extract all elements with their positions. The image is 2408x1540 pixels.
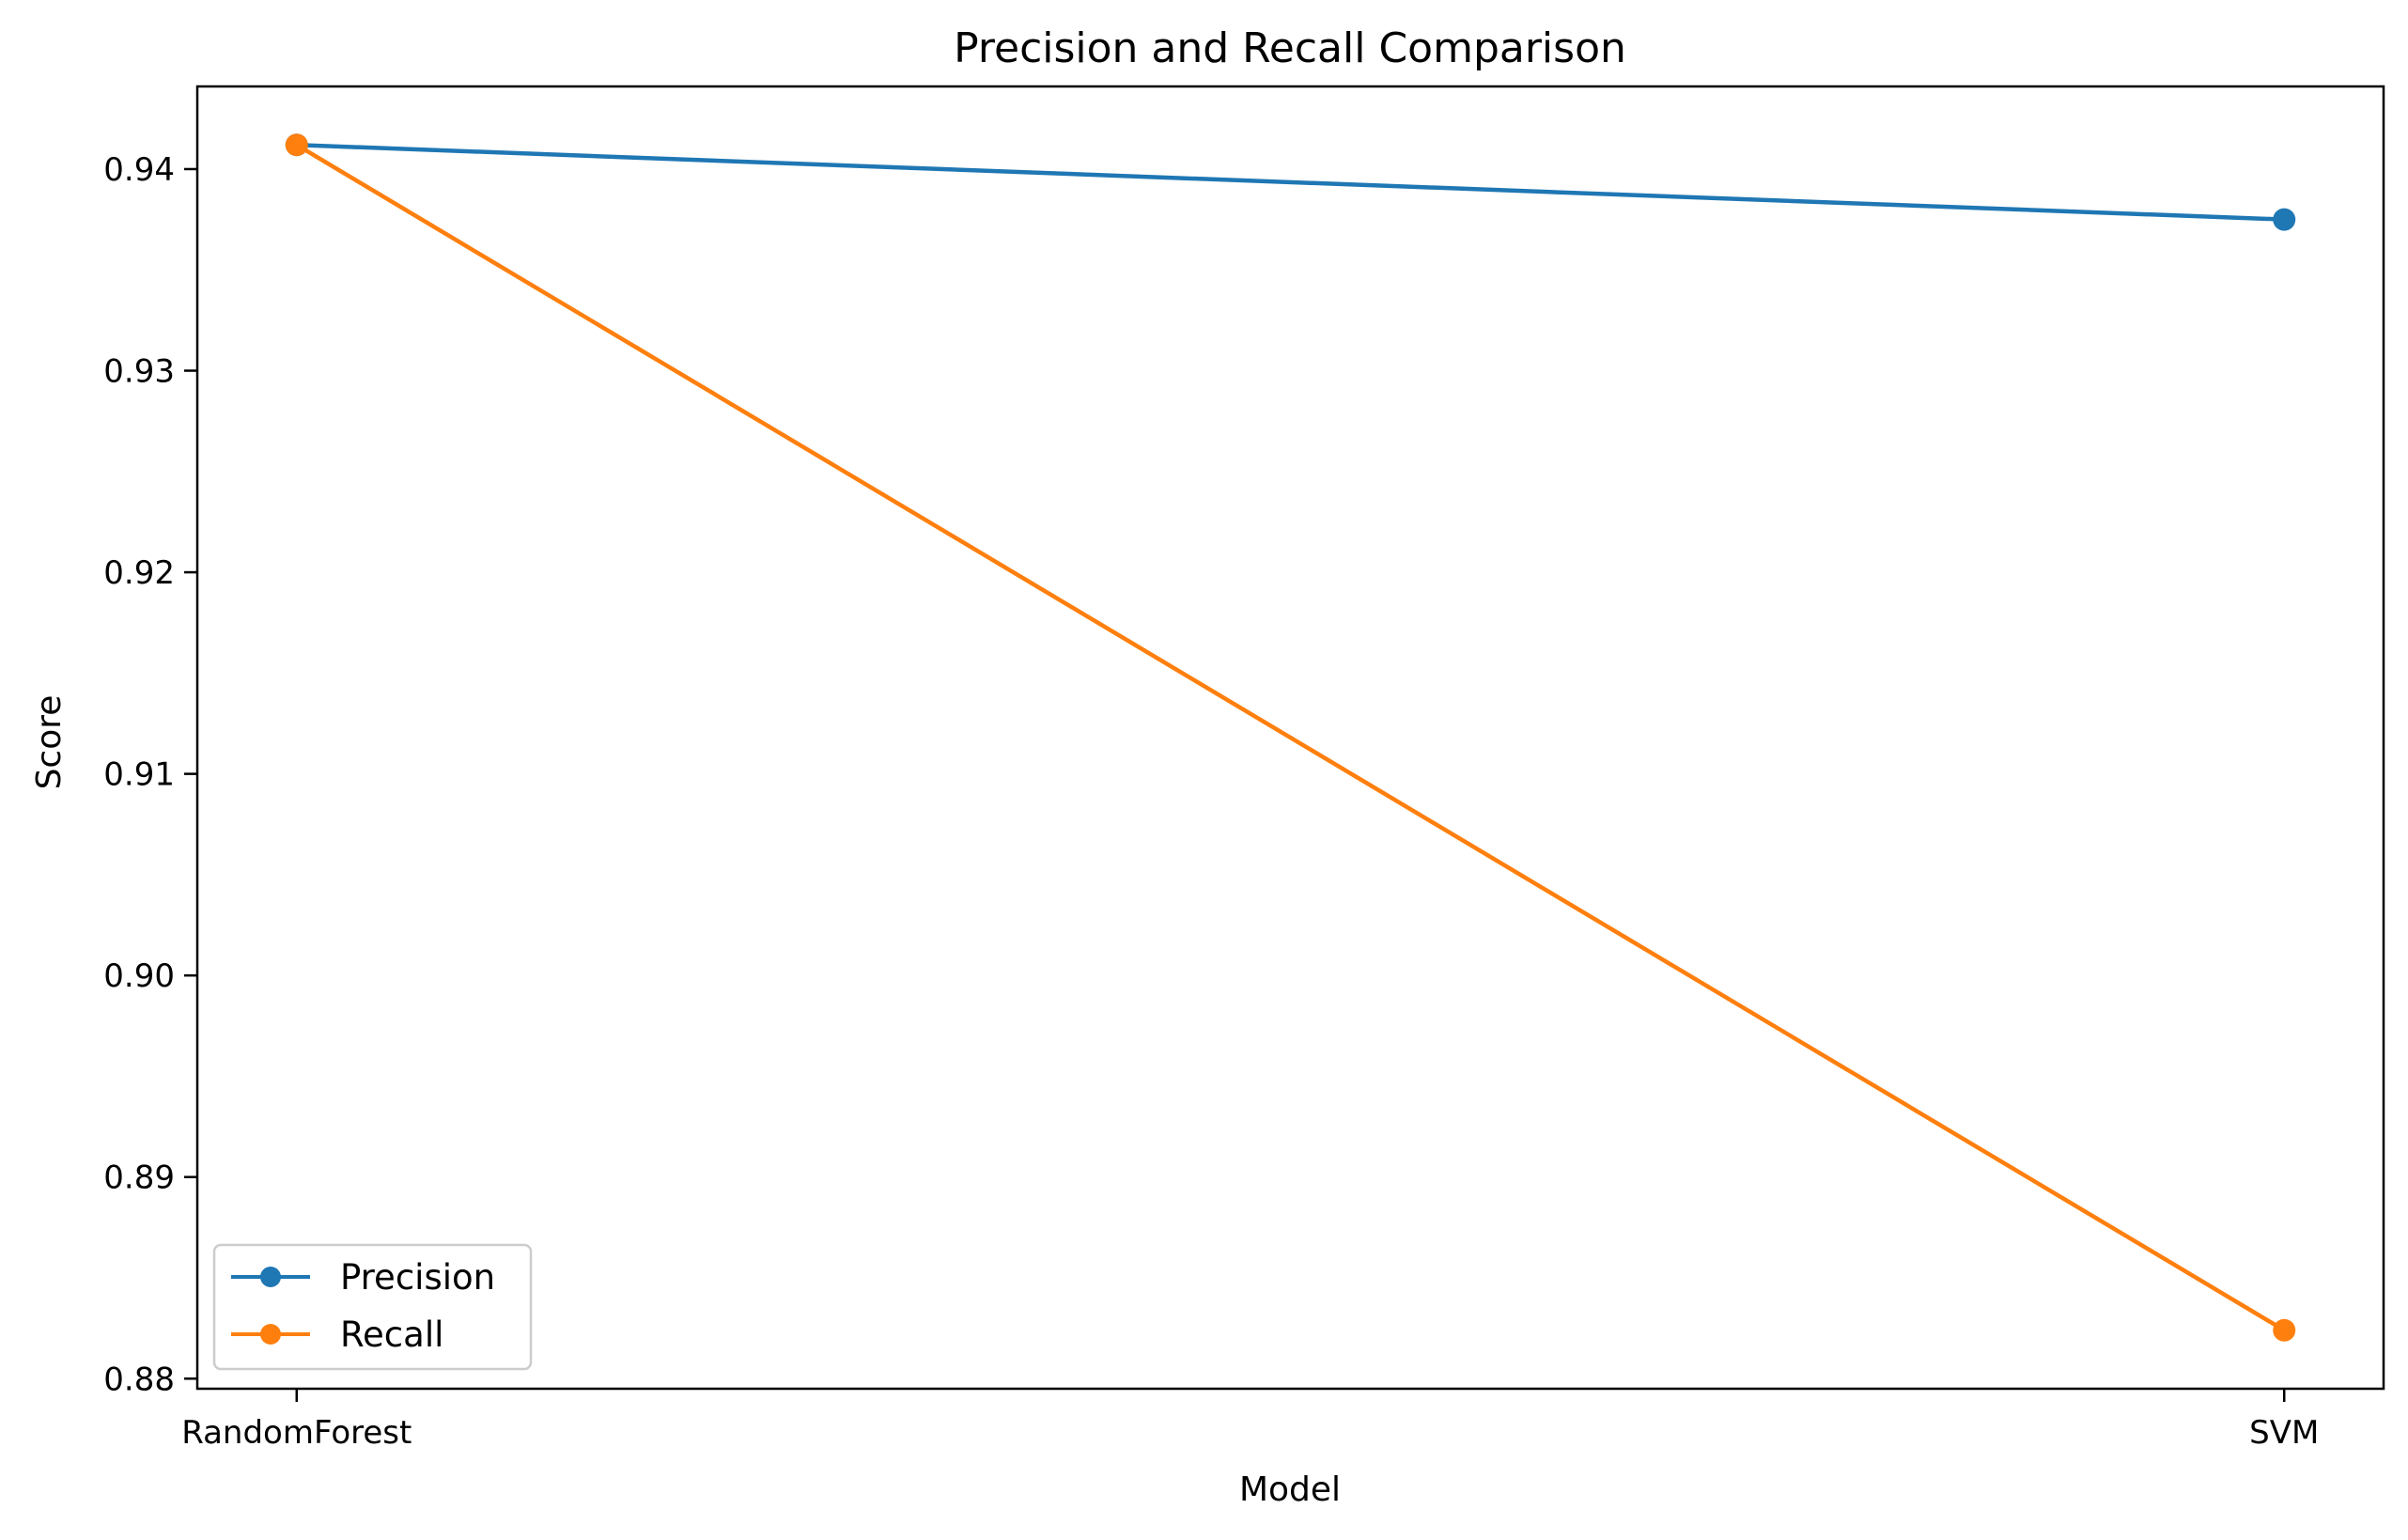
series-layer (285, 133, 2296, 1342)
legend-item-recall: Recall (231, 1314, 443, 1355)
data-point-recall (2273, 1318, 2296, 1342)
data-point-recall (285, 133, 308, 157)
y-tick-label: 0.92 (103, 554, 175, 592)
chart-title: Precision and Recall Comparison (954, 24, 1626, 72)
plot-area-frame (195, 85, 2385, 1391)
x-axis: RandomForest SVM (181, 1389, 2319, 1452)
legend-marker-precision (260, 1267, 281, 1287)
y-tick-label: 0.91 (103, 756, 175, 794)
x-axis-label: Model (1239, 1470, 1341, 1509)
legend-label-recall: Recall (340, 1314, 443, 1355)
legend-item-precision: Precision (231, 1257, 495, 1298)
y-tick-label: 0.88 (103, 1361, 175, 1398)
legend-marker-recall (260, 1324, 281, 1345)
y-axis-label: Score (30, 695, 69, 790)
y-tick-label: 0.93 (103, 353, 175, 391)
legend: Precision Recall (212, 1243, 533, 1371)
x-tick-label: RandomForest (181, 1414, 412, 1452)
y-tick-label: 0.90 (103, 957, 175, 995)
y-tick-label: 0.94 (103, 151, 175, 189)
legend-label-precision: Precision (340, 1257, 495, 1298)
y-tick-label: 0.89 (103, 1159, 175, 1197)
series-line-precision (294, 142, 2287, 222)
y-axis: 0.88 0.89 0.90 0.91 0.92 0.93 0.94 (103, 151, 197, 1398)
data-point-precision (2273, 208, 2296, 231)
x-tick-label: SVM (2249, 1414, 2319, 1452)
series-line-recall (293, 142, 2288, 1333)
